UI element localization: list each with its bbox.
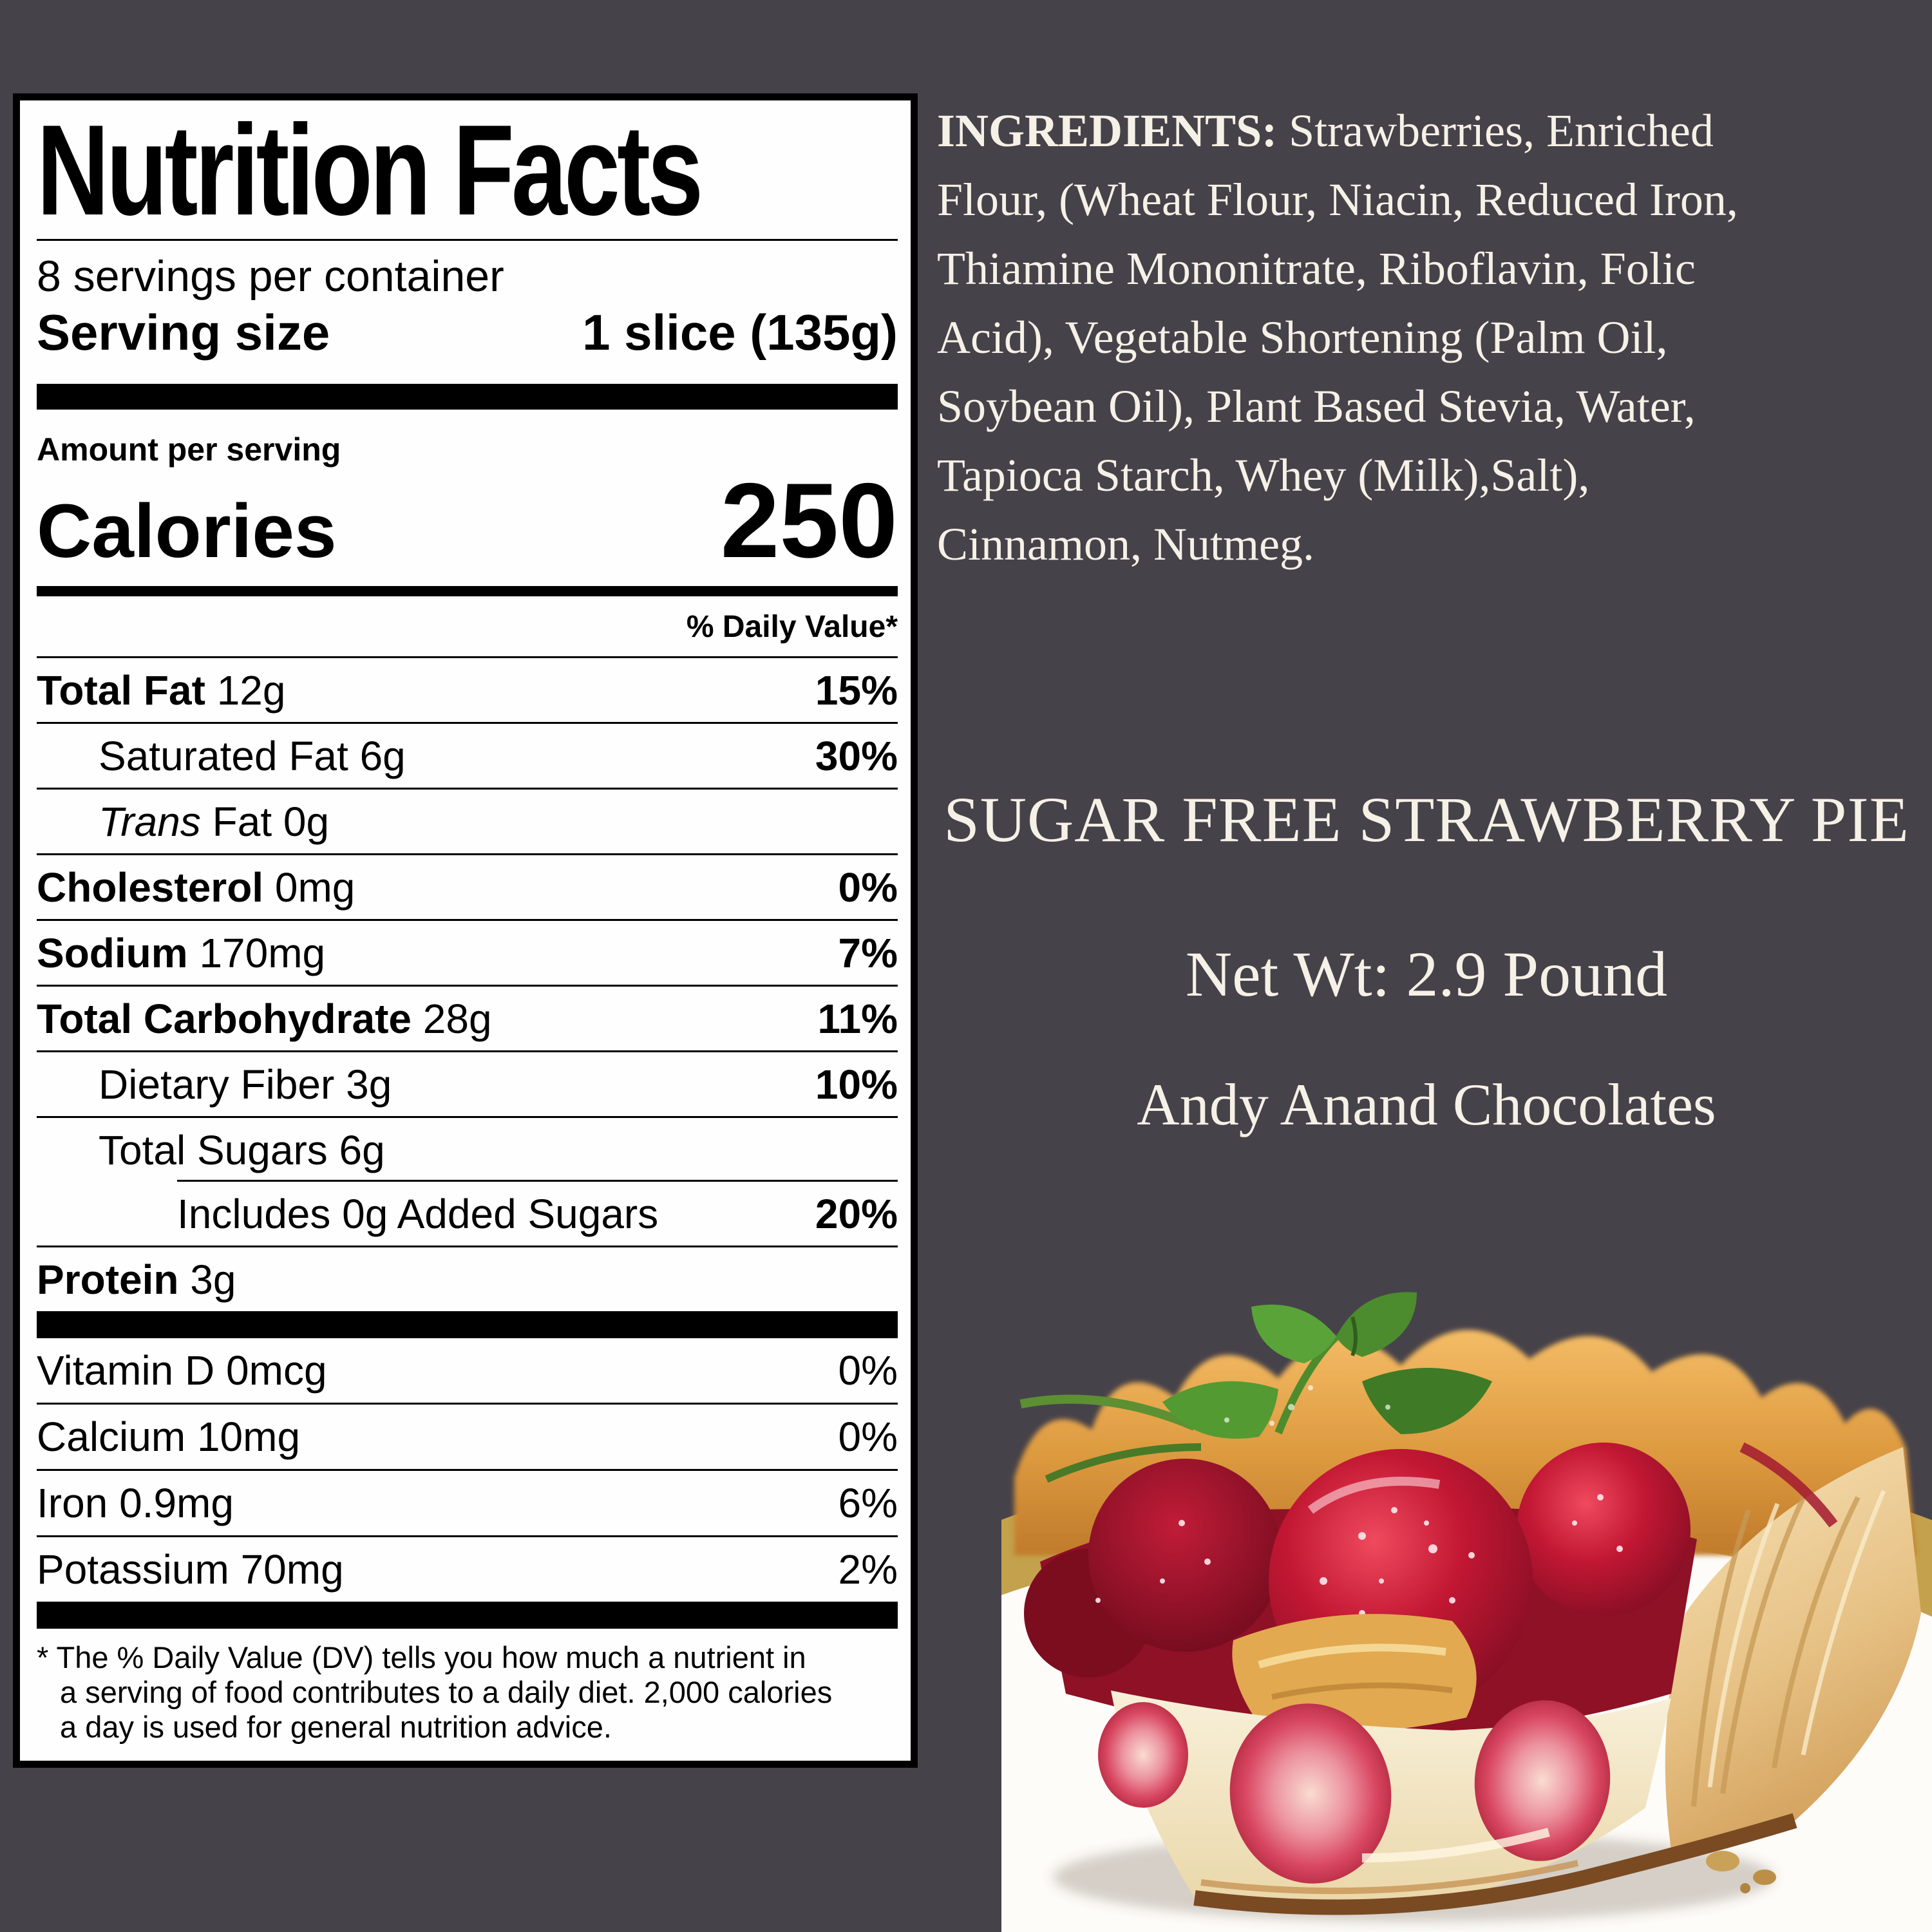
serving-size-value: 1 slice (135g) — [582, 304, 898, 361]
amount-per-serving-label: Amount per serving — [37, 431, 341, 468]
table-row-trans-fat: Trans Fat 0g — [37, 790, 898, 855]
table-row-total-sugars: Total Sugars 6g — [99, 1126, 385, 1173]
strawberry-cross-section — [1229, 1703, 1392, 1884]
calories-row: Calories 250 — [37, 461, 898, 580]
serving-size-label: Serving size — [37, 304, 330, 361]
ingredients-block: INGREDIENTS: Strawberries, Enriched Flou… — [937, 105, 1738, 570]
servings-per-container: 8 servings per container — [37, 252, 504, 301]
table-row-saturated-fat: Saturated Fat 6g 30% — [37, 724, 898, 790]
brand-name: Andy Anand Chocolates — [1137, 1072, 1716, 1137]
thick-divider — [37, 1602, 898, 1629]
table-row-cholesterol: Cholesterol 0mg 0% — [37, 855, 898, 921]
pastry-chunk — [1232, 1614, 1477, 1732]
medium-divider — [37, 586, 898, 596]
table-row-sodium: Sodium 170mg 7% — [37, 921, 898, 987]
micronutrient-rows: Vitamin D 0mcg 0% Calcium 10mg 0% Iron 0… — [37, 1338, 898, 1602]
calories-value: 250 — [720, 461, 898, 580]
table-row-added-sugars: Includes 0g Added Sugars 20% — [37, 1180, 898, 1247]
nutrition-facts-title: Nutrition Facts — [37, 99, 703, 242]
thick-divider — [37, 1311, 898, 1338]
table-row-total-fat: Total Fat 12g 15% — [37, 658, 898, 724]
daily-value-footnote: * The % Daily Value (DV) tells you how m… — [37, 1640, 833, 1744]
pie-photo — [1001, 1292, 1932, 1932]
table-row-dietary-fiber: Dietary Fiber 3g 10% — [37, 1052, 898, 1118]
mint-garnish — [1019, 1292, 1492, 1483]
table-row-iron: Iron 0.9mg 6% — [37, 1471, 898, 1537]
title-divider — [37, 239, 898, 241]
ingredients-label: INGREDIENTS: — [937, 105, 1278, 156]
daily-value-header: % Daily Value* — [686, 610, 898, 644]
nutrition-facts-panel: Nutrition Facts 8 servings per container… — [13, 93, 918, 1768]
strawberry-cross-section — [1098, 1702, 1188, 1808]
crumbs — [1706, 1851, 1776, 1893]
table-row-protein: Protein 3g — [37, 1256, 236, 1303]
thick-divider — [37, 384, 898, 410]
table-row-vitamin-d: Vitamin D 0mcg 0% — [37, 1338, 898, 1405]
strawberry-cross-section — [1474, 1700, 1611, 1861]
table-row-calcium: Calcium 10mg 0% — [37, 1405, 898, 1471]
table-row-potassium: Potassium 70mg 2% — [37, 1546, 898, 1593]
table-row-total-carbohydrate: Total Carbohydrate 28g 11% — [37, 987, 898, 1052]
nutrient-rows: Total Fat 12g 15% Saturated Fat 6g 30% T… — [37, 656, 898, 1311]
calories-label: Calories — [37, 489, 337, 574]
net-weight: Net Wt: 2.9 Pound — [1185, 938, 1668, 1010]
strawberry — [1088, 1459, 1282, 1652]
strawberry — [1517, 1443, 1690, 1616]
bottom-crust — [1193, 1813, 1797, 1915]
product-name: SUGAR FREE STRAWBERRY PIE — [943, 784, 1909, 855]
serving-size-row: Serving size 1 slice (135g) — [37, 303, 898, 362]
